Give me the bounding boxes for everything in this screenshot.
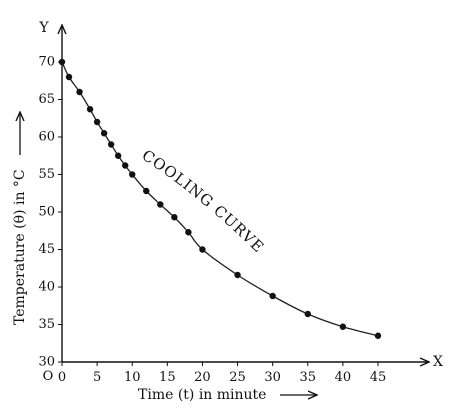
data-point	[93, 118, 101, 126]
y-tick-label: 40	[38, 280, 55, 295]
x-tick-label: 25	[229, 370, 246, 385]
data-point-group	[58, 58, 382, 339]
y-tick-label: 70	[38, 55, 55, 70]
data-point	[269, 292, 276, 300]
y-tick-label: 55	[38, 167, 55, 182]
y-tick-label: 65	[38, 92, 55, 107]
tick-group: 0 5 10 15 20 25 30 35 40 45 30 35 40 45 50 55 60 65 70	[38, 55, 386, 386]
x-tick-label: 0	[58, 370, 66, 385]
y-axis-letter: Y	[38, 20, 49, 36]
data-point	[114, 152, 122, 159]
data-point	[234, 271, 241, 279]
x-tick-label: 35	[300, 370, 317, 385]
y-tick-label: 60	[38, 130, 55, 145]
data-point	[304, 310, 311, 318]
data-point	[339, 323, 347, 330]
data-point	[185, 229, 192, 236]
data-point	[58, 58, 66, 66]
annotation-cooling-curve: COOLING CURVE	[139, 146, 268, 256]
x-tick-label: 40	[335, 370, 352, 385]
x-tick-label: 15	[159, 370, 176, 385]
y-tick-label: 30	[38, 355, 55, 370]
data-point	[129, 171, 136, 178]
data-point	[76, 88, 83, 96]
cooling-curve-line	[61, 61, 379, 337]
x-axis-letter: X	[433, 354, 443, 370]
data-point	[100, 130, 108, 137]
x-tick-label: 5	[93, 370, 101, 385]
y-axis-title: Temperature (θ) in °C	[12, 169, 28, 325]
data-point	[122, 162, 129, 169]
y-tick-label: 45	[38, 242, 55, 257]
data-point	[86, 106, 94, 113]
x-tick-label: 20	[194, 370, 211, 385]
data-point	[157, 201, 164, 208]
x-axis-title: Time (t) in minute	[138, 387, 266, 403]
data-point	[143, 187, 150, 195]
x-tick-label: 30	[264, 370, 281, 385]
data-point	[171, 214, 178, 221]
data-point	[65, 73, 73, 81]
data-point	[199, 246, 206, 253]
y-tick-label: 35	[38, 317, 55, 332]
data-point	[107, 141, 115, 148]
data-point	[374, 332, 382, 339]
origin-label: O	[43, 369, 54, 384]
x-tick-label: 45	[370, 370, 387, 385]
x-tick-label: 10	[124, 370, 141, 385]
y-tick-label: 50	[38, 205, 55, 220]
